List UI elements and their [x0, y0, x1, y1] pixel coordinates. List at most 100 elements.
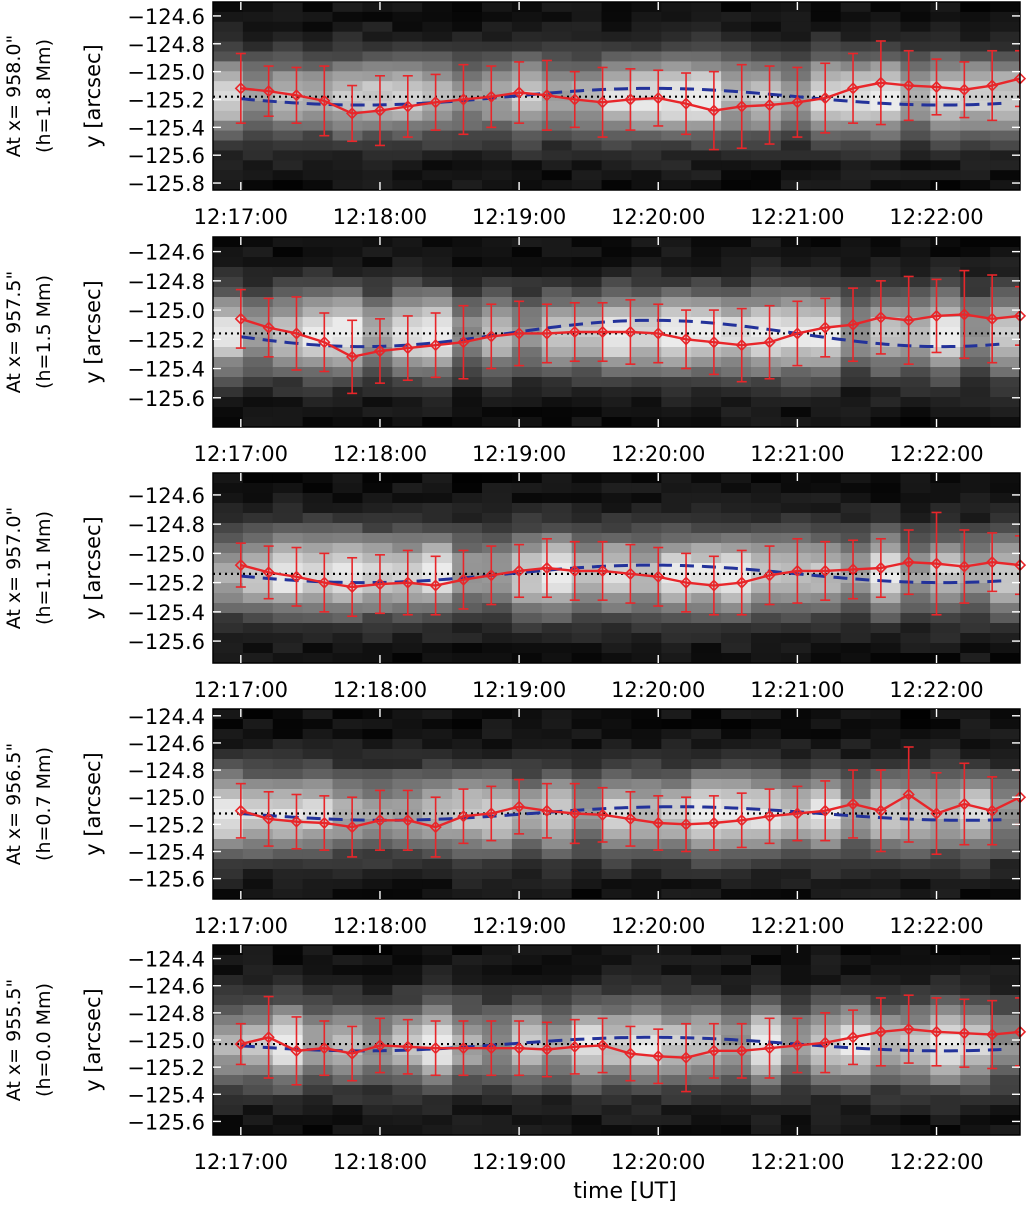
y-axis-label: y [arcsec] [81, 752, 105, 855]
data-point [791, 564, 804, 578]
data-point [986, 1028, 999, 1041]
y-tick-label: −125.6 [127, 868, 205, 892]
data-point [234, 312, 247, 325]
y-tick-label: −125.4 [127, 358, 205, 382]
row-label: At x= 958.0" [3, 35, 25, 158]
data-point [819, 564, 832, 578]
data-point [958, 560, 971, 573]
data-point [373, 1039, 387, 1052]
data-point [846, 318, 860, 331]
y-tick-label: −125.2 [127, 328, 205, 352]
data-point [401, 1040, 414, 1053]
data-point [791, 1039, 804, 1052]
data-point [874, 561, 887, 575]
x-tick-label: 12:17:00 [194, 1150, 288, 1174]
data-point [986, 556, 999, 569]
y-tick-label: −124.6 [127, 732, 205, 756]
data-point [902, 556, 915, 569]
data-point [262, 84, 275, 98]
data-point [679, 97, 693, 110]
data-point [679, 576, 693, 589]
x-tick-label: 12:19:00 [472, 1150, 566, 1174]
y-tick-label: −124.6 [127, 5, 205, 29]
x-tick-label: 12:21:00 [750, 205, 844, 229]
plot-frame [212, 236, 1021, 428]
data-point [624, 325, 637, 339]
data-point [735, 100, 748, 113]
y-tick-label: −124.6 [127, 241, 205, 265]
measured-line [240, 560, 1020, 589]
measured-line [240, 313, 1020, 359]
panel-1: −124.6 −124.8 −125.0 −125.2 −125.4 −125.6 −125… [3, 1, 1027, 229]
intensity-map [213, 709, 1020, 899]
height-label: (h=1.8 Mm) [33, 39, 55, 153]
x-tick-label: 12:20:00 [611, 442, 705, 466]
data-point [652, 816, 665, 830]
fit-curve [240, 805, 1002, 822]
y-axis-label: y [arcsec] [81, 44, 105, 147]
y-tick-label: −124.8 [127, 270, 205, 294]
data-point [262, 321, 275, 334]
x-tick-label: 12:19:00 [472, 678, 566, 702]
data-point [596, 325, 609, 339]
data-point [679, 333, 693, 346]
x-tick-label: 12:20:00 [611, 205, 705, 229]
measured-line [240, 793, 1020, 829]
y-tick-label: −124.6 [127, 975, 205, 999]
x-tick-label: 12:22:00 [889, 914, 983, 938]
data-point [958, 797, 971, 811]
data-point [346, 820, 359, 834]
x-tick-label: 12:17:00 [194, 678, 288, 702]
data-point [318, 816, 331, 830]
data-point [429, 339, 442, 352]
data-point [763, 98, 776, 112]
data-point [540, 1043, 554, 1056]
x-tick-label: 12:21:00 [750, 678, 844, 702]
data-point [819, 1036, 832, 1049]
x-tick-label: 12:19:00 [472, 914, 566, 938]
data-point [318, 1042, 331, 1055]
data-point [819, 804, 832, 817]
y-tick-label: −125.0 [127, 1029, 205, 1053]
x-tick-label: 12:18:00 [333, 678, 427, 702]
data-point [624, 812, 637, 826]
data-point [318, 576, 331, 589]
x-tick-label: 12:20:00 [611, 914, 705, 938]
data-point [707, 816, 721, 830]
fit-curve [240, 318, 1002, 349]
x-tick-label: 12:18:00 [333, 205, 427, 229]
data-point [679, 818, 693, 831]
data-point [874, 311, 887, 324]
data-point [819, 321, 832, 334]
data-point [846, 82, 860, 95]
y-tick-label: −124.4 [127, 948, 205, 972]
data-point [902, 314, 915, 327]
row-label: At x= 957.0" [3, 507, 25, 630]
data-point [540, 327, 554, 340]
data-point [373, 577, 387, 591]
measured-line [240, 77, 1020, 115]
data-point [540, 804, 554, 817]
data-point [290, 327, 303, 340]
y-tick-label: −125.6 [127, 1110, 205, 1134]
x-tick-label: 12:18:00 [333, 442, 427, 466]
panel-5: −124.4 −124.6 −124.8 −125.0 −125.2 −125.4 −125… [3, 944, 1027, 1174]
x-tick-label: 12:22:00 [889, 1150, 983, 1174]
data-point [262, 812, 275, 826]
data-point [234, 82, 247, 95]
data-point [485, 807, 498, 820]
y-tick-label: −125.6 [127, 144, 205, 168]
data-point [540, 561, 554, 575]
data-point [930, 80, 943, 94]
data-point [596, 564, 609, 578]
data-point [262, 1031, 275, 1044]
x-tick-label: 12:22:00 [889, 442, 983, 466]
panel-2: −124.6 −124.8 −125.0 −125.2 −125.4 −125.6 12:1… [3, 236, 1027, 466]
height-label: (h=0.7 Mm) [33, 747, 55, 861]
panels: −124.6 −124.8 −125.0 −125.2 −125.4 −125.6 −125… [3, 1, 1027, 1174]
intensity-map [213, 945, 1020, 1135]
data-point [512, 564, 526, 578]
data-point [457, 1042, 470, 1055]
y-tick-label: −125.0 [127, 61, 205, 85]
data-point [290, 815, 303, 828]
